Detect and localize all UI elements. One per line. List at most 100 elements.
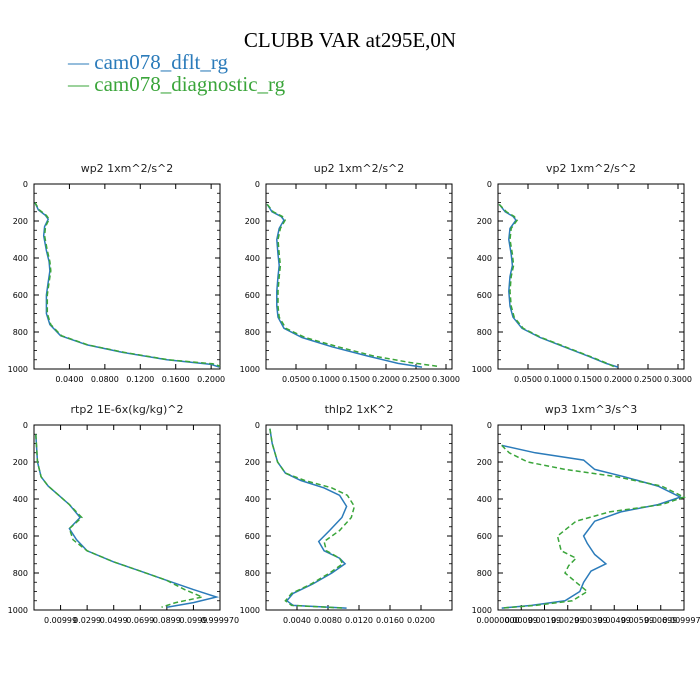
y-tick-label: 0: [487, 180, 492, 189]
x-tick-label: 0.1000: [312, 375, 340, 384]
chart-panel-5: wp3 1xm^3/s^3020040060080010000.00000000…: [472, 403, 700, 625]
y-tick-label: 200: [245, 458, 260, 467]
x-tick-label: 0.00599: [621, 616, 654, 625]
series-line-cam078_dflt_rg: [501, 444, 683, 609]
y-tick-label: 1000: [472, 365, 492, 374]
y-tick-label: 800: [245, 328, 260, 337]
y-tick-label: 600: [13, 532, 28, 541]
y-tick-label: 1000: [240, 365, 260, 374]
x-tick-label: 0.00699: [644, 616, 677, 625]
y-tick-label: 600: [477, 532, 492, 541]
x-tick-label: 0.00299: [551, 616, 584, 625]
y-tick-label: 600: [245, 532, 260, 541]
y-tick-label: 1000: [472, 606, 492, 615]
x-tick-label: 0.999970: [201, 616, 239, 625]
legend-entry-dflt: — cam078_dflt_rg: [68, 50, 229, 74]
legend-entry-diagnostic: — cam078_diagnostic_rg: [68, 72, 286, 96]
y-tick-label: 200: [13, 217, 28, 226]
x-tick-label: 0.3000: [432, 375, 460, 384]
y-tick-label: 800: [245, 569, 260, 578]
y-tick-label: 200: [245, 217, 260, 226]
series-line-cam078_dflt_rg: [269, 428, 348, 609]
series-line-cam078_diagnostic_rg: [34, 202, 221, 367]
y-tick-label: 0: [487, 421, 492, 430]
y-tick-label: 400: [245, 495, 260, 504]
x-tick-label: 0.0160: [376, 616, 404, 625]
x-tick-label: 0.0800: [91, 375, 119, 384]
figure-title: CLUBB VAR at295E,0N: [243, 28, 457, 52]
plot-frame: [265, 424, 453, 611]
y-tick-label: 600: [245, 291, 260, 300]
chart-panel-2: vp2 1xm^2/s^2 0 200 400 600 800 1000 0.0500 0.10…: [472, 162, 692, 384]
x-tick-label: 0.2500: [402, 375, 430, 384]
chart-title: vp2 1xm^2/s^2: [546, 162, 636, 175]
y-tick-label: 0: [255, 421, 260, 430]
chart-panel-3: rtp2 1E-6x(kg/kg)^2 0 200 400 600 800 1000 0.00…: [8, 403, 239, 625]
x-tick-label: 0.2000: [197, 375, 225, 384]
series-line-cam078_diagnostic_rg: [498, 203, 616, 368]
series-line-cam078_dflt_rg: [34, 202, 220, 368]
series-line-cam078_dflt_rg: [498, 203, 619, 368]
y-tick-label: 400: [13, 495, 28, 504]
y-tick-label: 200: [477, 217, 492, 226]
y-tick-label: 0: [23, 180, 28, 189]
x-tick-label: 0.0899: [153, 616, 181, 625]
x-tick-label: 0.0200: [407, 616, 435, 625]
x-tick-label: 0.2000: [372, 375, 400, 384]
x-tick-label: 0.0400: [55, 375, 83, 384]
chart-title: rtp2 1E-6x(kg/kg)^2: [71, 403, 184, 416]
y-tick-label: 400: [245, 254, 260, 263]
x-tick-label: 0.0000000: [476, 616, 519, 625]
x-tick-label: 0.00099: [505, 616, 538, 625]
y-tick-label: 200: [477, 458, 492, 467]
series-line-cam078_dflt_rg: [35, 434, 220, 608]
y-tick-label: 600: [13, 291, 28, 300]
series-line-cam078_diagnostic_rg: [266, 203, 438, 367]
x-tick-label: 0.0499: [100, 616, 128, 625]
y-tick-label: 400: [13, 254, 28, 263]
x-tick-label: 0.0040: [283, 616, 311, 625]
chart-title: wp2 1xm^2/s^2: [81, 162, 174, 175]
y-tick-label: 400: [477, 495, 492, 504]
x-tick-label: 0.1000: [544, 375, 572, 384]
y-tick-label: 0: [23, 421, 28, 430]
x-tick-label: 0.00999: [44, 616, 77, 625]
series-line-cam078_diagnostic_rg: [35, 434, 205, 608]
y-tick-label: 800: [13, 328, 28, 337]
x-tick-label: 0.0120: [345, 616, 373, 625]
chart-title: thlp2 1xK^2: [325, 403, 394, 416]
x-tick-label: 0.3000: [664, 375, 692, 384]
plot-frame: [497, 183, 685, 370]
chart-panel-0: wp2 1xm^2/s^2 0 200 400 600 800 1000 0.0400 0.08…: [8, 162, 226, 384]
chart-title: wp3 1xm^3/s^3: [545, 403, 638, 416]
y-tick-label: 800: [477, 328, 492, 337]
y-tick-label: 600: [477, 291, 492, 300]
plot-frame: [33, 183, 221, 370]
x-tick-label: 0.0699: [126, 616, 154, 625]
x-tick-label: 0.1600: [162, 375, 190, 384]
x-tick-label: 0.1200: [126, 375, 154, 384]
x-tick-label: 0.2500: [634, 375, 662, 384]
y-tick-label: 0: [255, 180, 260, 189]
x-tick-label: 0.0099970: [662, 616, 700, 625]
plot-frame: [33, 424, 221, 611]
x-tick-label: 0.1500: [342, 375, 370, 384]
chart-panel-1: up2 1xm^2/s^2 0 200 400 600 800 1000 0.0500 0.10…: [240, 162, 460, 384]
series-line-cam078_diagnostic_rg: [269, 428, 356, 609]
x-tick-label: 0.1500: [574, 375, 602, 384]
x-tick-label: 0.00499: [598, 616, 631, 625]
x-tick-label: 0.0500: [514, 375, 542, 384]
y-tick-label: 800: [477, 569, 492, 578]
x-tick-label: 0.2000: [604, 375, 632, 384]
x-tick-label: 0.00399: [574, 616, 607, 625]
y-tick-label: 800: [13, 569, 28, 578]
plot-frame: [497, 424, 685, 611]
x-tick-label: 0.0999: [179, 616, 207, 625]
x-tick-label: 0.00199: [528, 616, 561, 625]
plot-frame: [265, 183, 453, 370]
y-tick-label: 1000: [8, 365, 28, 374]
y-tick-label: 1000: [8, 606, 28, 615]
series-line-cam078_diagnostic_rg: [501, 444, 686, 609]
series-line-cam078_dflt_rg: [266, 203, 423, 368]
